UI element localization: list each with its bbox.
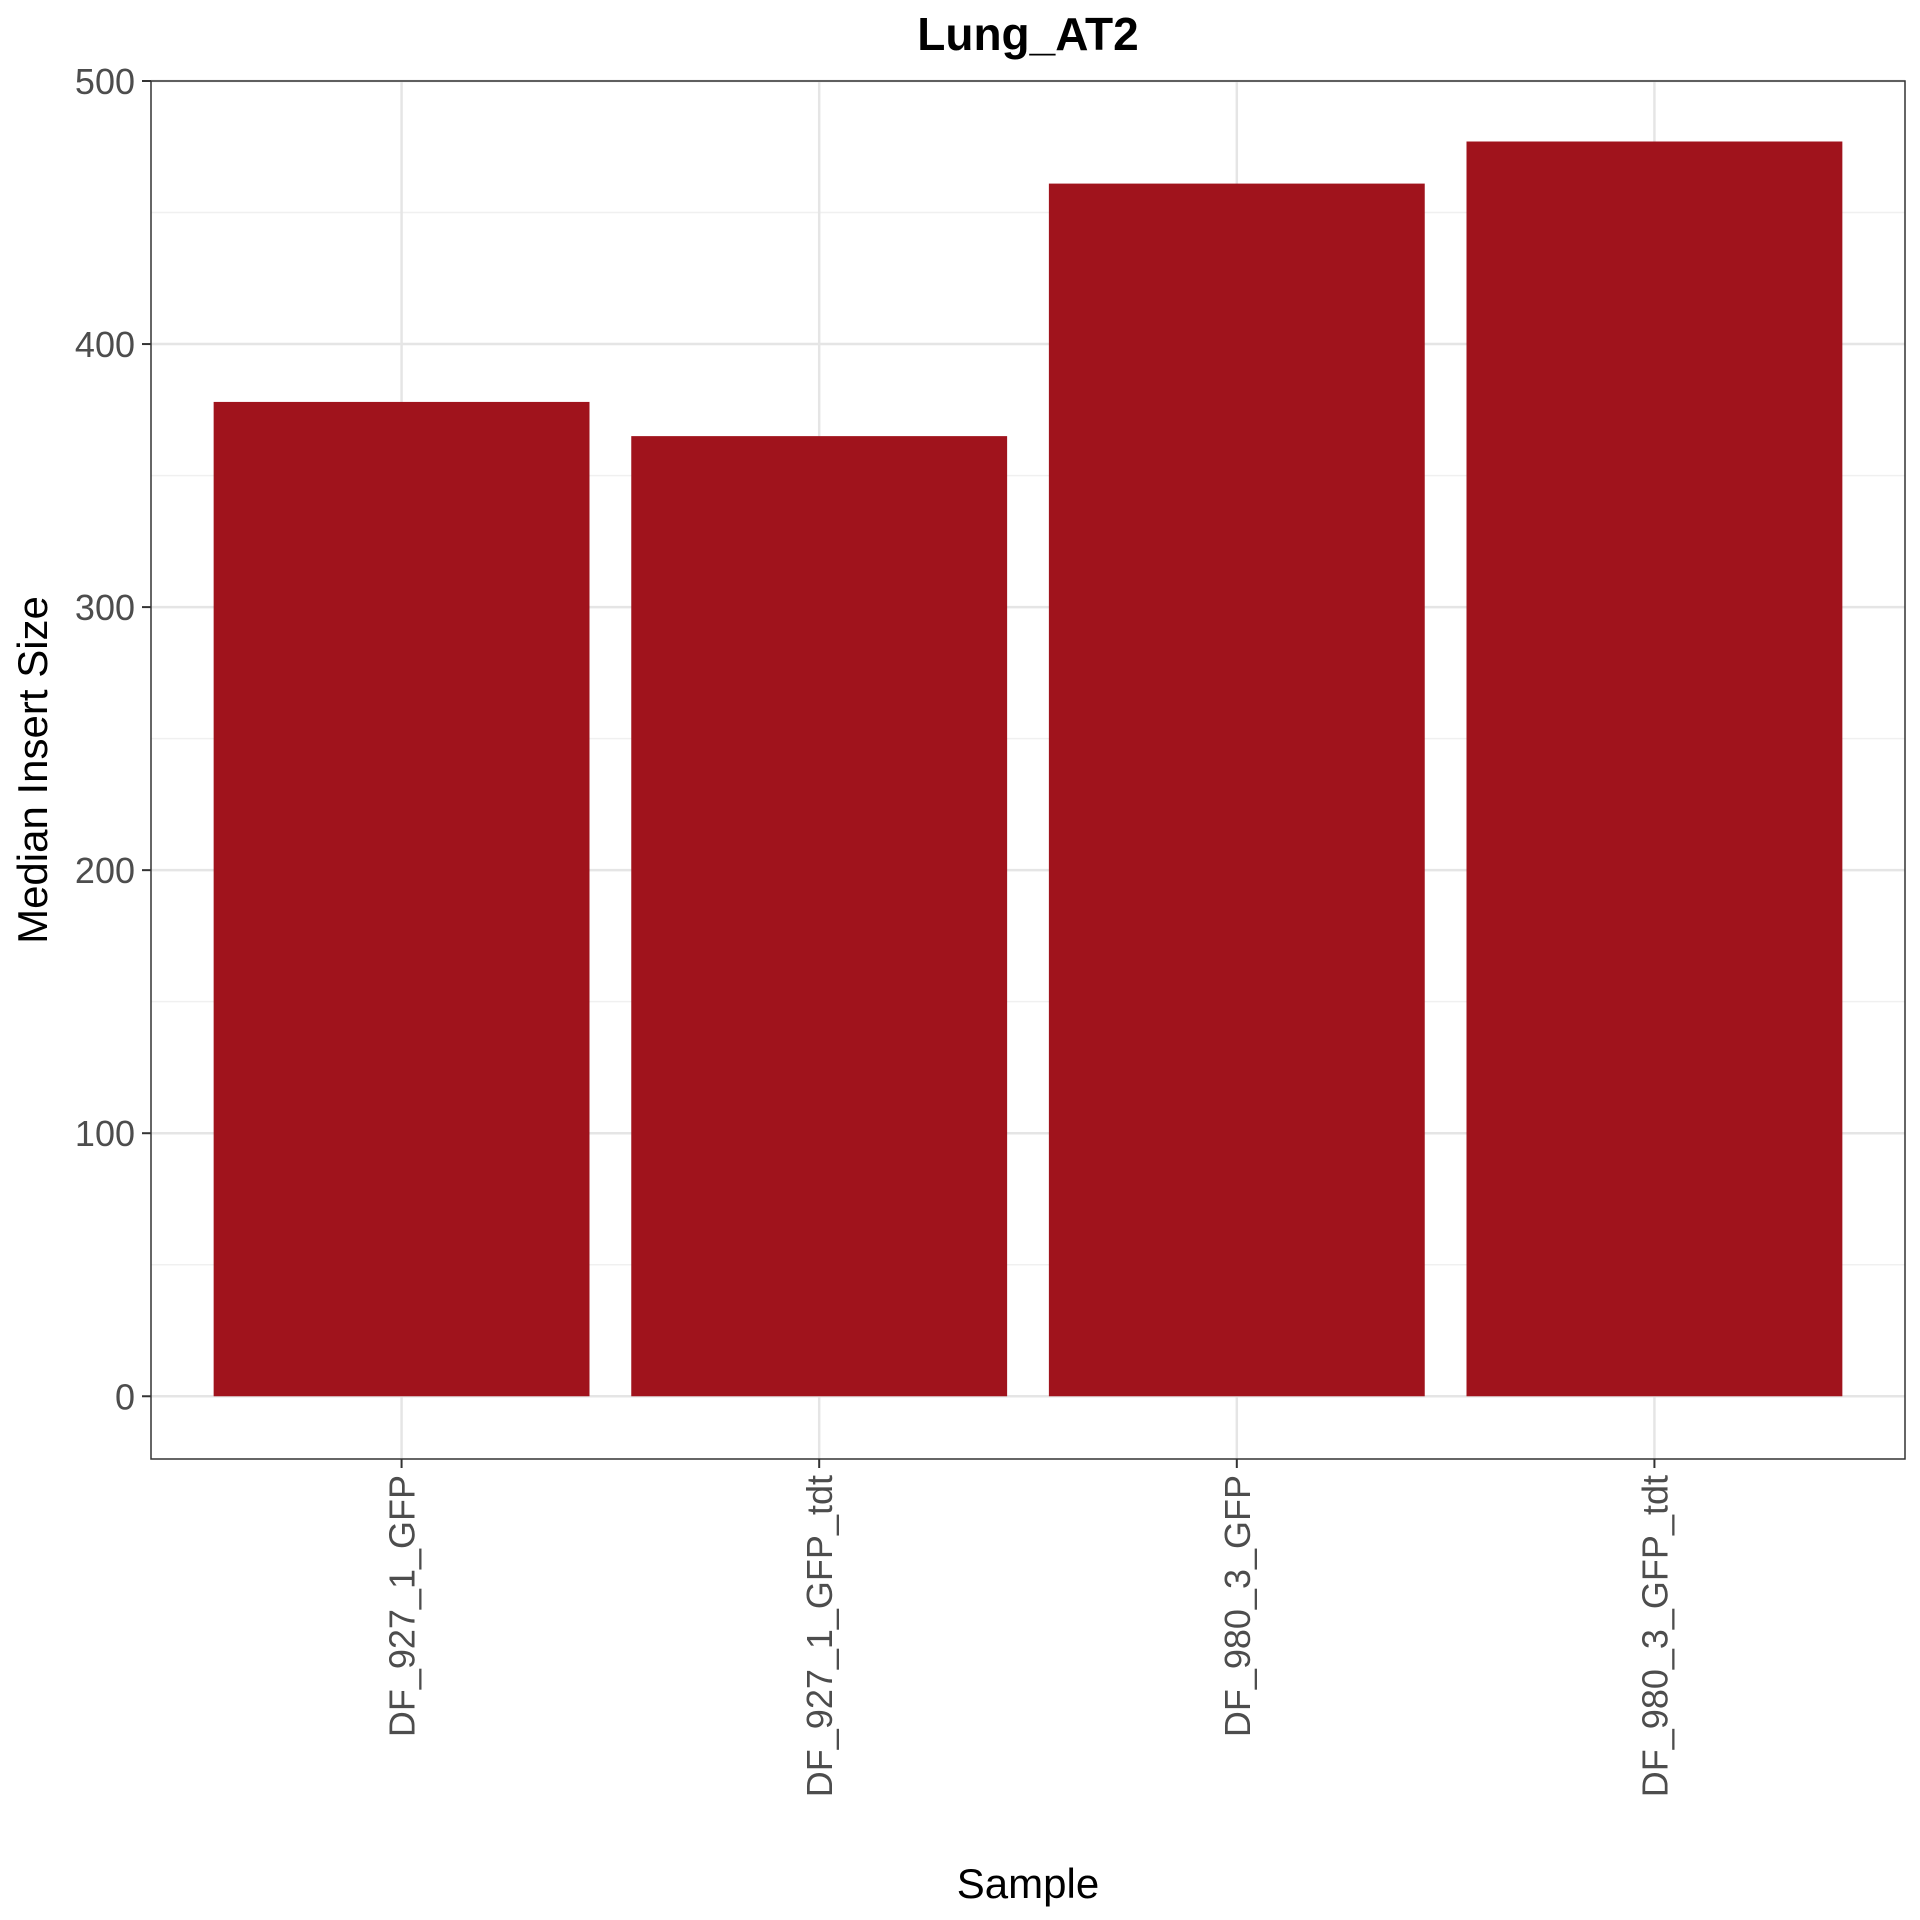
bar xyxy=(1466,141,1843,1397)
y-tick-label: 300 xyxy=(75,587,135,628)
y-tick-label: 0 xyxy=(115,1376,135,1417)
y-axis: 0 100 200 300 400 500 xyxy=(75,61,151,1417)
bar xyxy=(631,436,1008,1397)
y-tick-label: 200 xyxy=(75,850,135,891)
bar xyxy=(1048,183,1425,1397)
y-axis-title: Median Insert Size xyxy=(9,596,56,944)
x-tick-label: DF_927_1_GFP_tdt xyxy=(799,1475,840,1797)
bar xyxy=(213,401,590,1397)
x-tick-label: DF_980_3_GFP xyxy=(1217,1475,1258,1737)
y-tick-label: 400 xyxy=(75,324,135,365)
bars xyxy=(213,141,1843,1397)
x-axis-title: Sample xyxy=(957,1860,1099,1907)
y-tick-label: 100 xyxy=(75,1113,135,1154)
x-tick-label: DF_980_3_GFP_tdt xyxy=(1634,1475,1675,1797)
plot-border xyxy=(150,80,1906,1460)
chart-title: Lung_AT2 xyxy=(917,8,1138,60)
x-tick-label: DF_927_1_GFP xyxy=(382,1475,423,1737)
y-tick-label: 500 xyxy=(75,61,135,102)
x-axis: DF_927_1_GFP DF_927_1_GFP_tdt DF_980_3_GFP… xyxy=(382,1459,1675,1797)
